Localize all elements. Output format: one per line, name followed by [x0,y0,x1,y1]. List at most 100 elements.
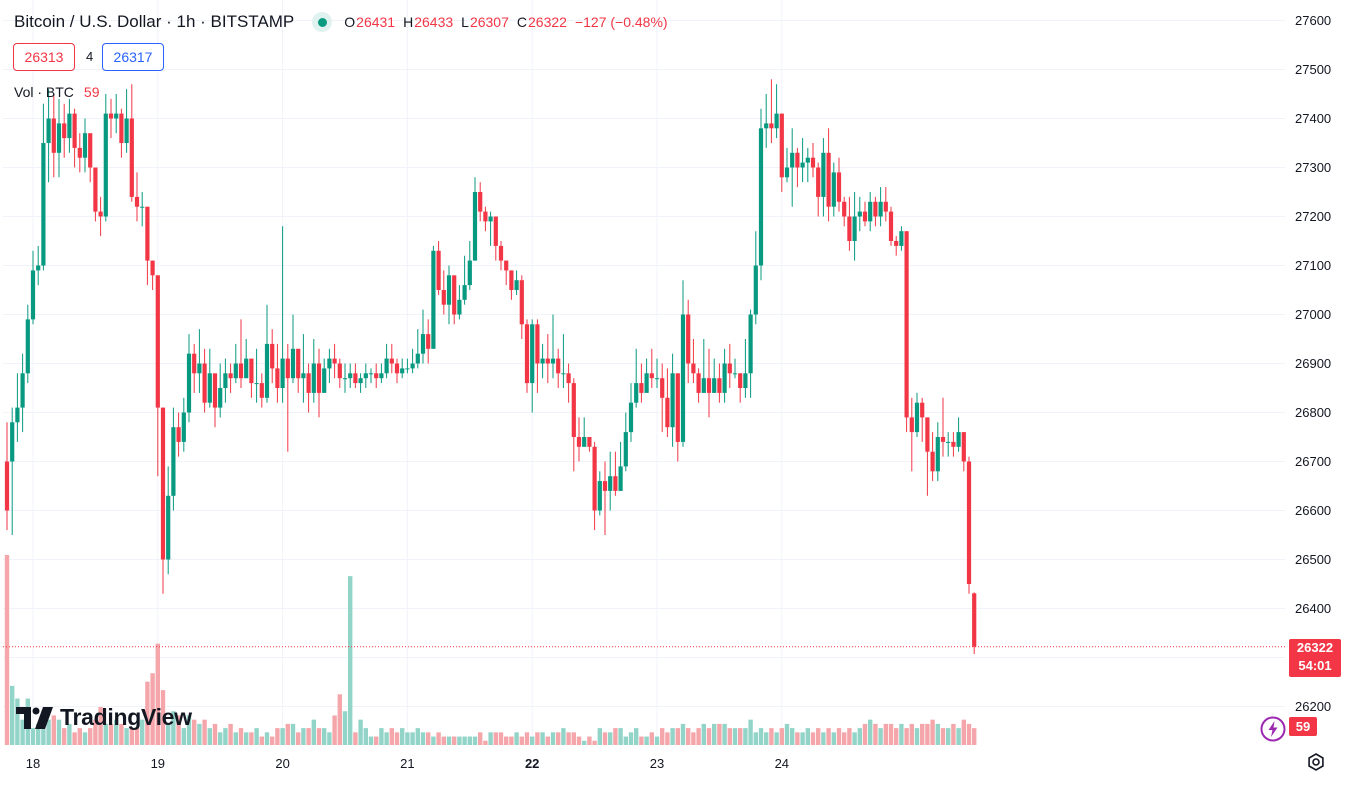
sell-price-button[interactable]: 26313 [13,43,75,71]
volume-bar [108,723,114,745]
candle [966,456,972,594]
volume-bar [15,698,20,745]
volume-bar [363,728,368,745]
candle-body [119,113,124,143]
market-status-icon[interactable] [312,12,333,32]
volume-bar [550,732,556,745]
candle-body [909,417,914,433]
candle [862,201,868,227]
price-tick-label: 27300 [1295,159,1332,175]
volume-legend[interactable]: Vol · BTC 59 [14,84,99,100]
candle [150,260,155,290]
candle [400,358,405,379]
candle-body [207,373,212,403]
candle [462,255,467,305]
candle [322,358,327,393]
candle-body [795,152,800,168]
volume-bar [628,732,634,745]
volume-bar [379,728,384,745]
volume-bar [566,732,571,745]
candle-body [899,231,904,246]
volume-bar [670,728,675,745]
volume-bar [764,732,769,745]
candle [821,138,826,217]
candle-body [582,437,587,447]
candle [857,196,862,232]
candle-body [420,334,426,354]
candle [155,275,160,477]
volume-bar [176,715,181,745]
candle [82,118,88,173]
high-label: H [403,14,414,30]
candle-body [821,152,826,197]
volume-bar [914,728,920,745]
candle [259,373,264,408]
candle-body [431,250,436,349]
volume-bar [290,723,296,745]
volume-bar [72,732,77,745]
candle [769,79,774,143]
candle [576,417,582,462]
candle-body [4,461,10,511]
volume-bar [160,690,166,745]
candle [618,441,623,491]
candle-body [483,211,488,222]
candle-body [836,172,842,202]
candle [124,89,129,153]
volume-bar [592,740,597,745]
spread-value: 4 [86,49,94,64]
lightning-icon[interactable] [1260,716,1286,747]
volume-bar [140,719,145,745]
candle-body [914,402,920,433]
price-tick-label: 26600 [1295,502,1332,518]
candle-body [415,353,420,364]
candle [30,250,36,325]
volume-bar [197,723,202,745]
volume-bar [88,728,93,745]
candle-body [654,378,660,380]
candle-body [488,216,493,222]
candle [909,397,914,472]
candle-body [62,123,67,139]
volume-bar [493,732,498,745]
tradingview-logo[interactable]: TradingView [16,704,192,731]
candle [628,383,634,442]
candle-body [628,402,634,433]
buy-price-button[interactable]: 26317 [102,43,164,71]
settings-icon[interactable] [1306,752,1326,777]
candle [145,206,150,286]
volume-bar [30,728,36,745]
candle [457,285,462,320]
candle [701,339,706,393]
candle [270,329,275,384]
candle [675,373,680,462]
candle [800,138,805,183]
candle-body [883,201,888,212]
candle-body [259,383,264,398]
candle-body [774,113,779,129]
volume-bar [56,719,62,745]
low-value: 26307 [469,14,509,30]
candle [280,226,285,403]
candle [634,348,639,408]
candle-body [93,167,98,212]
candle [774,84,779,139]
candle-body [150,260,155,276]
volume-bar [587,736,592,745]
candle [753,231,758,325]
symbol-title[interactable]: Bitcoin / U.S. Dollar · 1h · BITSTAMP [14,12,295,31]
time-tick-label: 23 [649,756,665,771]
candle [660,363,665,433]
candle-body [306,373,311,393]
candle-body [790,152,795,168]
volume-bar [784,723,790,745]
volume-bar [940,728,946,745]
candle-body [925,417,930,452]
candle [571,378,576,472]
candle [868,192,873,232]
volume-bar [925,723,930,745]
volume-bar [753,732,758,745]
candle-body [129,118,134,197]
candle [218,363,223,418]
